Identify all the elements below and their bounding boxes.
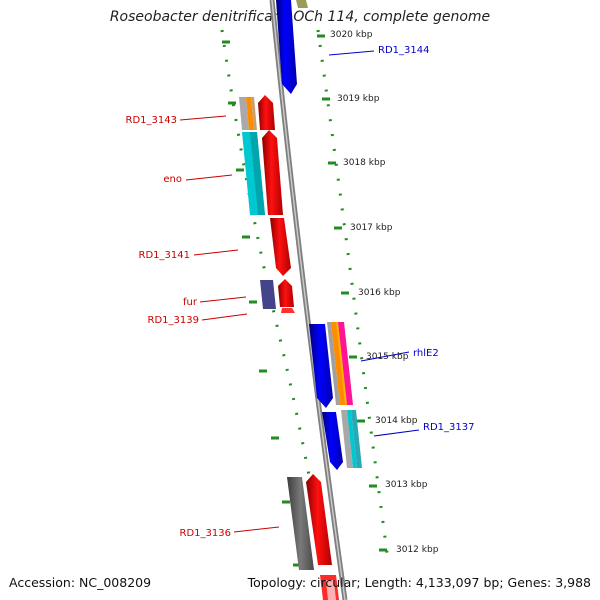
gene-rhie2-magenta[interactable]	[338, 322, 353, 405]
scale-label-3020kbp: 3020 kbp	[330, 30, 373, 40]
scale-label-3015kbp: 3015 kbp	[366, 352, 409, 362]
gene-rd1-3141[interactable]	[270, 218, 291, 276]
gene-rd1-3143-arrow[interactable]	[258, 95, 275, 130]
gene-rd1-3137-arrow[interactable]	[322, 412, 343, 470]
accession-text: Accession: NC_008209	[9, 575, 152, 590]
scale-label-3013kbp: 3013 kbp	[385, 480, 428, 490]
gene-label-rhie2[interactable]: rhlE2	[413, 348, 439, 359]
gene-rd1-3137-teal[interactable]	[351, 410, 362, 468]
gene-label-rd1-3136[interactable]: RD1_3136	[180, 528, 231, 539]
gc-track-left-dashes	[222, 40, 301, 567]
scale-label-3014kbp: 3014 kbp	[375, 416, 418, 426]
gene-fur[interactable]	[260, 280, 276, 309]
scale-label-3016kbp: 3016 kbp	[358, 288, 401, 298]
gene-label-rd1-3141[interactable]: RD1_3141	[139, 250, 190, 261]
scale-labels: 3020 kbp 3019 kbp 3018 kbp 3017 kbp 3016…	[330, 30, 439, 555]
gene-olive-top[interactable]	[296, 0, 308, 8]
label-leaders	[179, 50, 420, 533]
gene-label-rd1-3139[interactable]: RD1_3139	[148, 315, 199, 326]
gene-rd1-3137-gray[interactable]	[341, 410, 353, 468]
scale-label-3019kbp: 3019 kbp	[337, 94, 380, 104]
gene-rd1-3143-orange[interactable]	[246, 97, 254, 130]
genome-summary-text: Topology: circular; Length: 4,133,097 bp…	[247, 575, 591, 590]
gene-rhie2-arrow[interactable]	[309, 324, 333, 408]
map-title: Roseobacter denitrificans OCh 114, compl…	[109, 9, 491, 25]
gene-label-rd1-3137[interactable]: RD1_3137	[423, 422, 474, 433]
gene-rd1-3139[interactable]	[281, 308, 295, 313]
scale-label-3012kbp: 3012 kbp	[396, 545, 439, 555]
gene-eno-cyan-shade[interactable]	[250, 132, 265, 215]
gene-rhie2-yellow[interactable]	[336, 322, 347, 405]
gene-rhie2-orange[interactable]	[331, 322, 346, 405]
gene-fur-arrow[interactable]	[278, 279, 294, 307]
gc-track-right-dashes	[317, 34, 387, 552]
gene-rd1-3144[interactable]	[276, 0, 297, 94]
scale-label-3017kbp: 3017 kbp	[350, 223, 393, 233]
gene-rd1-3143-gray[interactable]	[239, 97, 249, 130]
genome-backbone-highlight	[271, 0, 346, 600]
gene-rd1-3136-gray[interactable]	[287, 477, 314, 570]
gene-label-rd1-3143[interactable]: RD1_3143	[126, 115, 177, 126]
gene-rd1-3136-arrow[interactable]	[306, 474, 332, 565]
gene-label-rd1-3144[interactable]: RD1_3144	[378, 45, 429, 56]
scale-label-3018kbp: 3018 kbp	[343, 158, 386, 168]
gene-label-fur[interactable]: fur	[183, 297, 198, 308]
gene-rd1-3143-tan[interactable]	[251, 97, 257, 130]
gene-rd1-3137-cyan[interactable]	[347, 410, 357, 468]
gene-label-eno[interactable]: eno	[163, 174, 182, 185]
gene-rhie2-gray[interactable]	[327, 322, 340, 405]
gene-labels: RD1_3144 RD1_3143 eno RD1_3141 fur RD1_3…	[126, 45, 475, 539]
gene-bottom-partial-tint[interactable]	[326, 580, 336, 600]
gene-eno-arrow[interactable]	[262, 130, 283, 215]
